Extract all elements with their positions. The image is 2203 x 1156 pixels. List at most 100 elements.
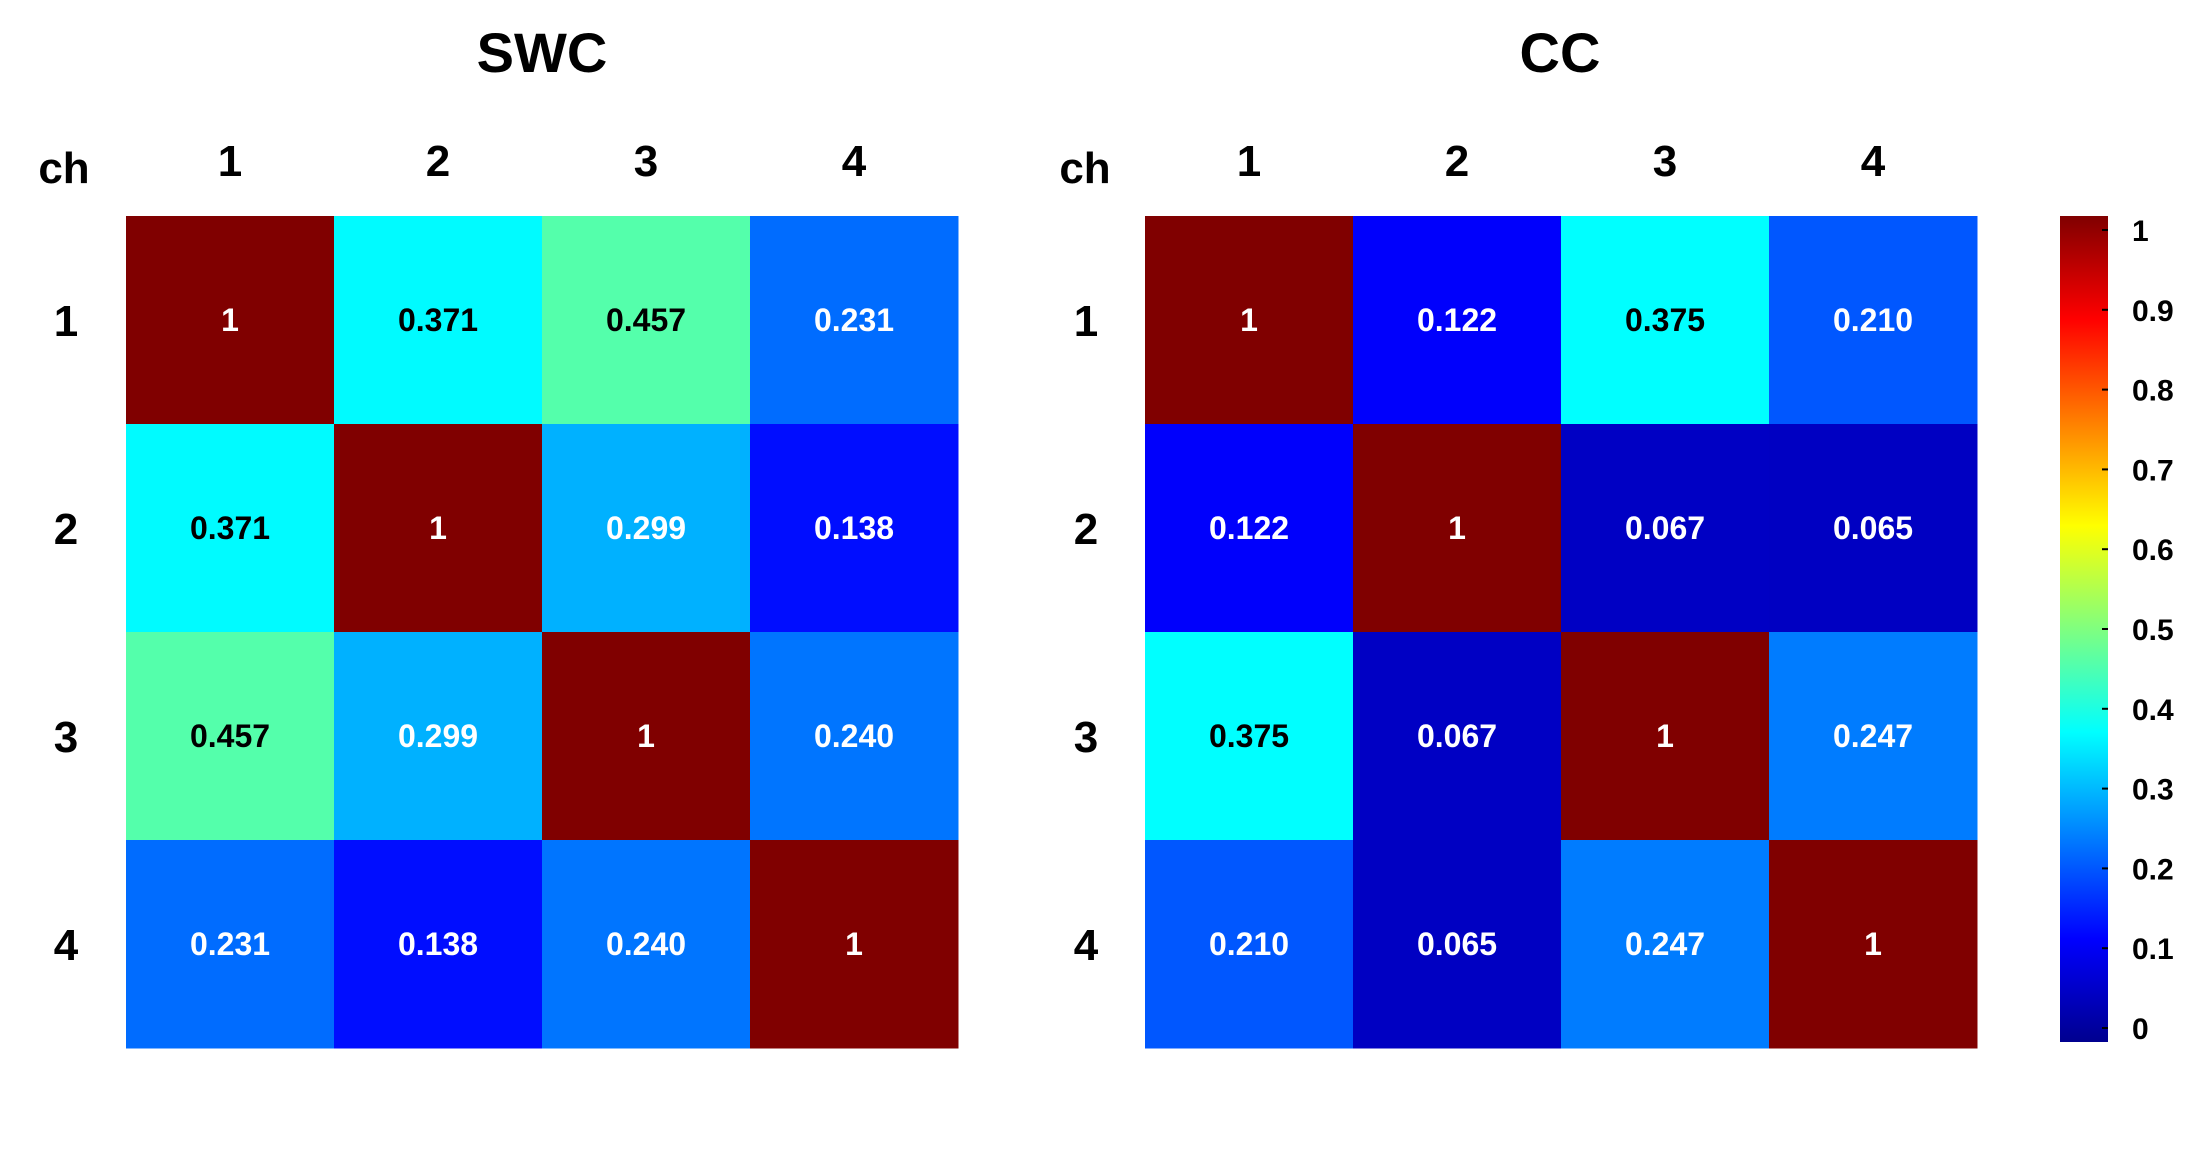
- cc-cell-label-3-4: 0.247: [1833, 718, 1913, 754]
- swc-cell-label-4-3: 0.240: [606, 926, 686, 962]
- cc-row-tick-3: 3: [1074, 713, 1098, 762]
- colorbar-tick-label-0.3: 0.3: [2132, 774, 2174, 807]
- cc-heatmap-cells: 1 0.122 0.375 0.210 0.122 1 0.067 0.065 0.375 0.0…: [1145, 216, 1978, 1049]
- colorbar-tick-label-1: 1: [2132, 215, 2149, 248]
- colorbar-tick-label-0.7: 0.7: [2132, 454, 2174, 487]
- swc-cell-label-4-2: 0.138: [398, 926, 478, 962]
- swc-cell-label-3-2: 0.299: [398, 718, 478, 754]
- colorbar: 0 0.1 0.2 0.3 0.4 0.5 0.6 0.7 0.8 0.9 1: [2060, 215, 2174, 1046]
- cc-cell-4-2: [1353, 840, 1562, 1049]
- swc-heatmap-cells: 1 0.371 0.457 0.231 0.371 1 0.299 0.138 0.457 0.2…: [126, 216, 959, 1049]
- swc-cell-2-3: [542, 424, 751, 633]
- cc-cell-label-4-2: 0.065: [1417, 926, 1497, 962]
- swc-cell-4-4: [750, 840, 959, 1049]
- swc-cell-label-3-4: 0.240: [814, 718, 894, 754]
- cc-cell-2-3: [1561, 424, 1770, 633]
- swc-cell-4-2: [334, 840, 543, 1049]
- swc-cell-label-2-1: 0.371: [190, 510, 270, 546]
- swc-cell-label-2-4: 0.138: [814, 510, 894, 546]
- swc-cell-label-1-1: 1: [221, 302, 239, 338]
- swc-cell-label-4-4: 1: [845, 926, 863, 962]
- cc-cell-label-2-2: 1: [1448, 510, 1466, 546]
- swc-cell-label-1-2: 0.371: [398, 302, 478, 338]
- cc-cell-3-1: [1145, 632, 1354, 841]
- swc-cell-label-3-1: 0.457: [190, 718, 270, 754]
- cc-cell-label-2-4: 0.065: [1833, 510, 1913, 546]
- swc-corner-label: ch: [38, 144, 89, 193]
- colorbar-gradient: [2060, 216, 2108, 1042]
- swc-row-tick-3: 3: [54, 713, 78, 762]
- swc-cell-label-2-3: 0.299: [606, 510, 686, 546]
- cc-corner-label: ch: [1059, 144, 1110, 193]
- cc-cell-3-2: [1353, 632, 1562, 841]
- swc-cell-1-2: [334, 216, 543, 425]
- swc-row-tick-1: 1: [54, 297, 78, 346]
- swc-cell-2-4: [750, 424, 959, 633]
- cc-cell-label-2-3: 0.067: [1625, 510, 1705, 546]
- colorbar-ticks: 0 0.1 0.2 0.3 0.4 0.5 0.6 0.7 0.8 0.9 1: [2102, 215, 2174, 1046]
- swc-cell-3-3: [542, 632, 751, 841]
- cc-row-tick-2: 2: [1074, 505, 1098, 554]
- cc-cell-4-3: [1561, 840, 1770, 1049]
- cc-cell-3-4: [1769, 632, 1978, 841]
- cc-cell-label-3-1: 0.375: [1209, 718, 1289, 754]
- colorbar-tick-label-0.5: 0.5: [2132, 614, 2174, 647]
- colorbar-tick-label-0.9: 0.9: [2132, 295, 2174, 328]
- colorbar-tick-label-0.2: 0.2: [2132, 853, 2174, 886]
- cc-col-tick-3: 3: [1653, 137, 1677, 186]
- cc-cell-3-3: [1561, 632, 1770, 841]
- swc-cell-4-3: [542, 840, 751, 1049]
- cc-col-tick-2: 2: [1445, 137, 1469, 186]
- swc-cell-2-1: [126, 424, 335, 633]
- swc-cell-3-4: [750, 632, 959, 841]
- colorbar-tick-label-0.6: 0.6: [2132, 534, 2174, 567]
- swc-cell-1-1: [126, 216, 335, 425]
- colorbar-tick-label-0.1: 0.1: [2132, 933, 2174, 966]
- cc-cell-label-1-1: 1: [1240, 302, 1258, 338]
- colorbar-tick-label-0.4: 0.4: [2132, 694, 2174, 727]
- swc-row-tick-2: 2: [54, 505, 78, 554]
- swc-cell-4-1: [126, 840, 335, 1049]
- cc-col-tick-4: 4: [1861, 137, 1886, 186]
- swc-cell-1-4: [750, 216, 959, 425]
- swc-cell-label-2-2: 1: [429, 510, 447, 546]
- swc-cell-2-2: [334, 424, 543, 633]
- swc-panel-title: SWC: [477, 21, 608, 84]
- cc-cell-2-2: [1353, 424, 1562, 633]
- swc-col-tick-3: 3: [634, 137, 658, 186]
- cc-col-tick-1: 1: [1237, 137, 1261, 186]
- cc-cell-2-4: [1769, 424, 1978, 633]
- swc-cell-label-3-3: 1: [637, 718, 655, 754]
- cc-cell-2-1: [1145, 424, 1354, 633]
- cc-cell-4-1: [1145, 840, 1354, 1049]
- swc-cell-3-2: [334, 632, 543, 841]
- cc-cell-label-1-3: 0.375: [1625, 302, 1705, 338]
- swc-col-tick-2: 2: [426, 137, 450, 186]
- cc-cell-1-4: [1769, 216, 1978, 425]
- cc-cell-label-3-3: 1: [1656, 718, 1674, 754]
- swc-cell-3-1: [126, 632, 335, 841]
- cc-cell-label-4-3: 0.247: [1625, 926, 1705, 962]
- cc-cell-label-2-1: 0.122: [1209, 510, 1289, 546]
- cc-cell-label-3-2: 0.067: [1417, 718, 1497, 754]
- colorbar-tick-label-0.8: 0.8: [2132, 375, 2174, 408]
- swc-cell-label-1-3: 0.457: [606, 302, 686, 338]
- cc-cell-label-1-2: 0.122: [1417, 302, 1497, 338]
- swc-col-tick-1: 1: [218, 137, 242, 186]
- cc-row-tick-1: 1: [1074, 297, 1098, 346]
- cc-row-tick-4: 4: [1074, 921, 1099, 970]
- cc-heatmap-panel: CC ch 1 0.122 0.375 0.210 0.122 1 0.067 0.065 0.…: [1059, 21, 1978, 1049]
- cc-cell-1-2: [1353, 216, 1562, 425]
- cc-cell-label-4-4: 1: [1864, 926, 1882, 962]
- swc-heatmap-panel: SWC ch 1 0.371 0.457 0.231 0.371 1 0.299 0.138 0…: [38, 21, 959, 1049]
- swc-cell-1-3: [542, 216, 751, 425]
- swc-cell-label-1-4: 0.231: [814, 302, 894, 338]
- colorbar-tick-label-0: 0: [2132, 1013, 2149, 1046]
- cc-cell-1-3: [1561, 216, 1770, 425]
- cc-cell-1-1: [1145, 216, 1354, 425]
- cc-cell-label-4-1: 0.210: [1209, 926, 1289, 962]
- cc-cell-label-1-4: 0.210: [1833, 302, 1913, 338]
- swc-row-tick-4: 4: [54, 921, 79, 970]
- cc-panel-title: CC: [1520, 21, 1601, 84]
